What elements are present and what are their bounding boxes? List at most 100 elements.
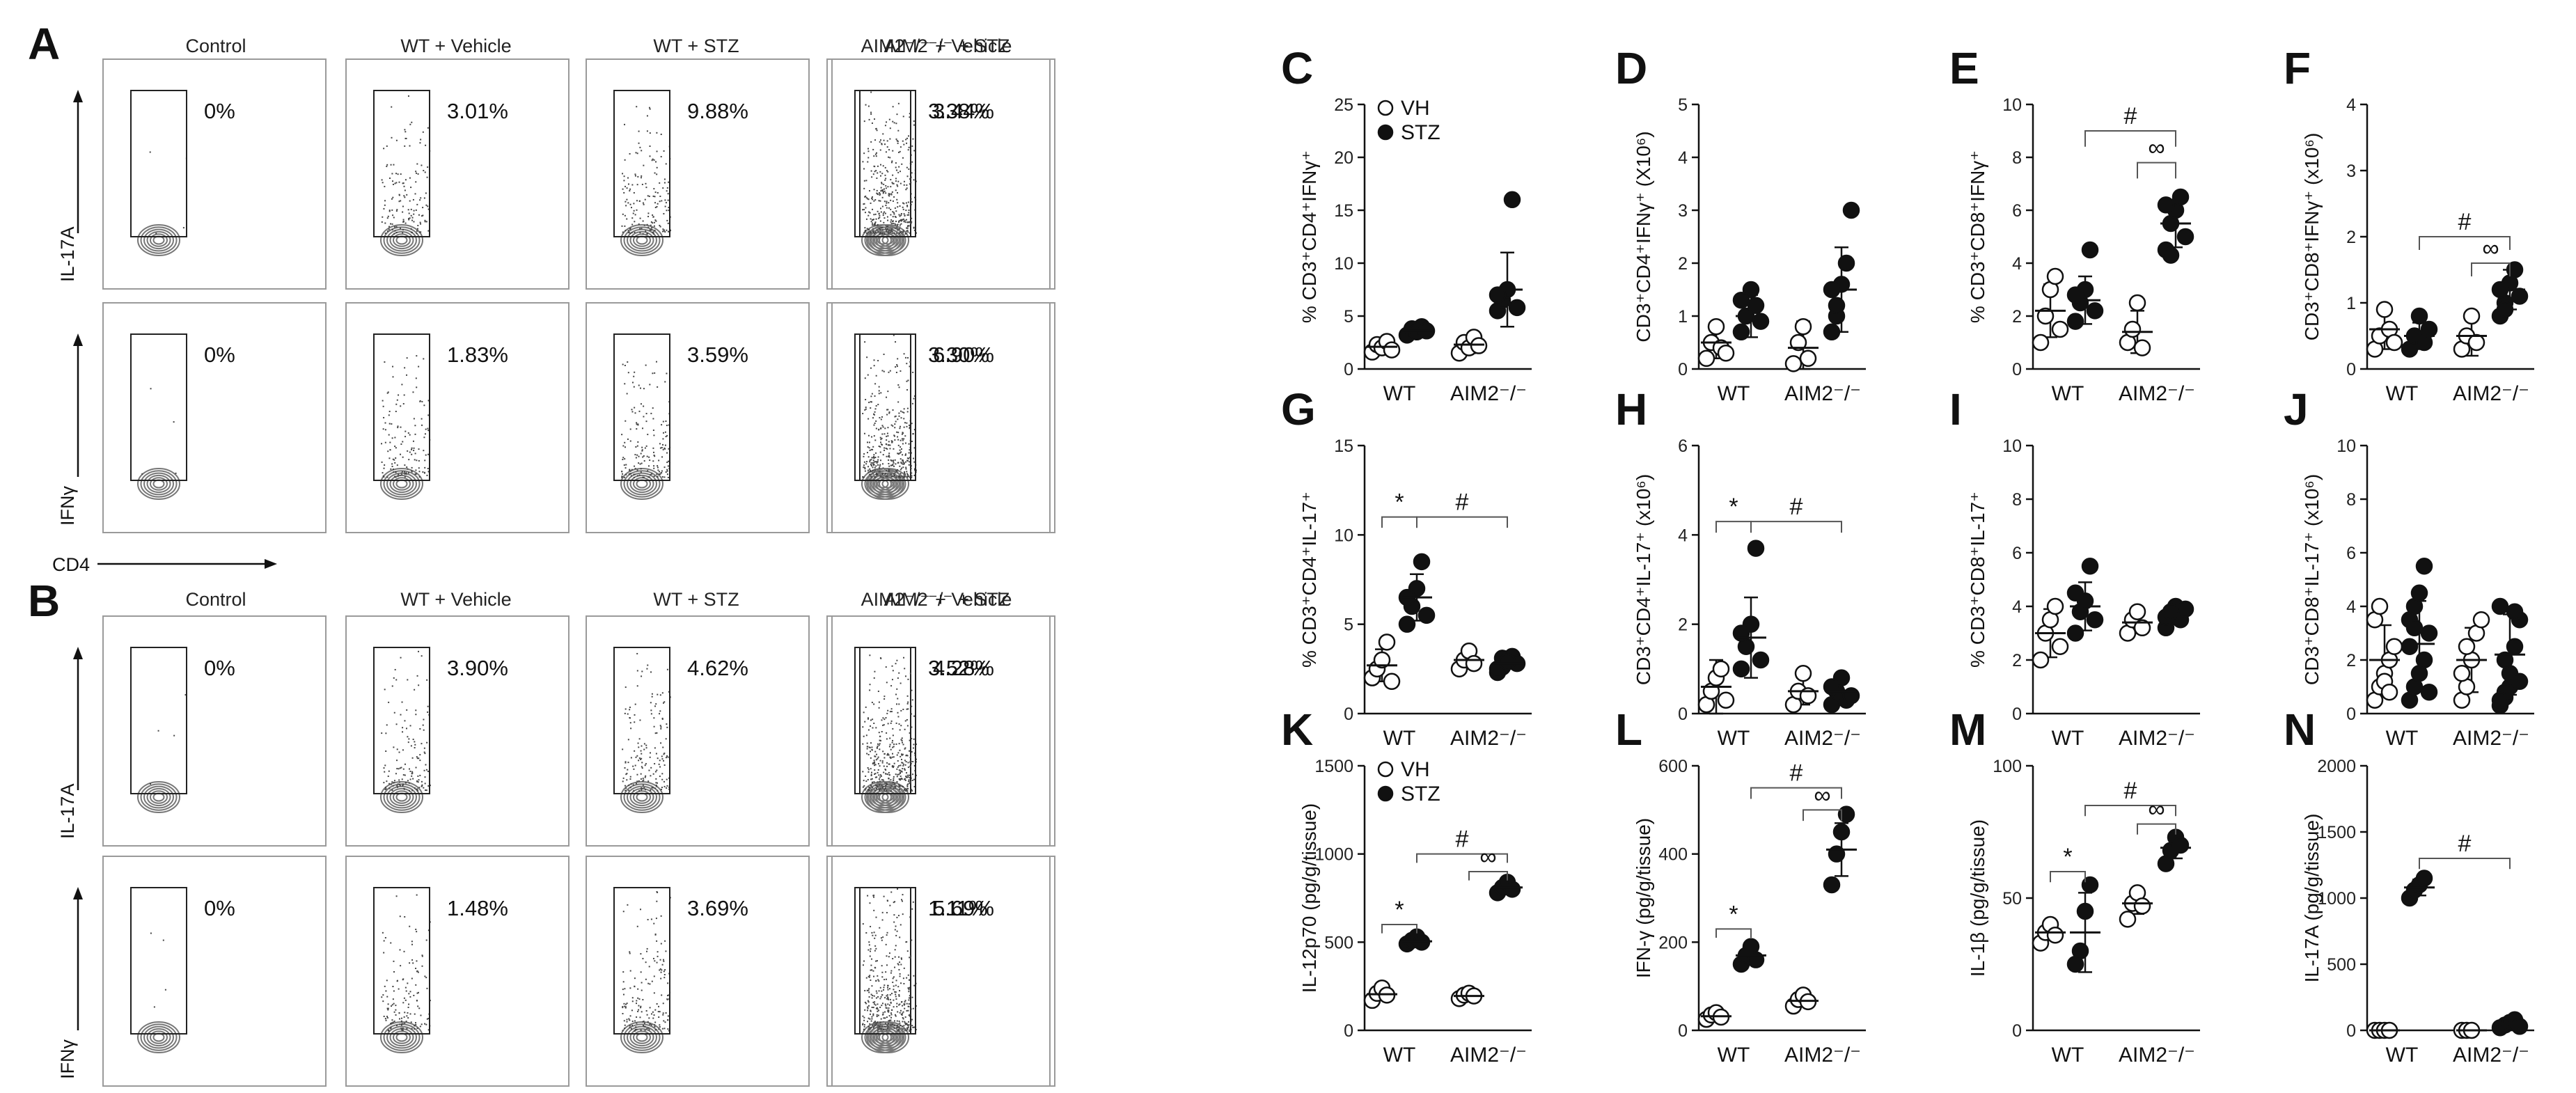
- x-category-label: WT: [2052, 1044, 2084, 1067]
- data-group: [2119, 884, 2153, 928]
- data-point: [1503, 881, 1521, 898]
- data-group: [1450, 984, 1484, 1007]
- flow-y-axis-label: IFNγ: [57, 1039, 78, 1079]
- flow-plot-b-r1-c1: 0%: [102, 615, 327, 847]
- panel-letter-b: B: [28, 576, 60, 626]
- cell-population-cloud: [137, 1021, 180, 1053]
- data-group: [1398, 928, 1432, 953]
- cell-population-cloud: [620, 224, 663, 256]
- significance-label: #: [1456, 826, 1469, 853]
- y-tick-label: 2: [2346, 651, 2356, 670]
- significance-bracket: *: [1715, 494, 1752, 533]
- gate-percentage: 1.48%: [447, 896, 508, 920]
- x-category-label: WT: [1383, 727, 1416, 750]
- data-point: [1742, 281, 1760, 299]
- flow-plot-frame: [102, 615, 327, 847]
- data-group: [1697, 659, 1735, 715]
- data-group: [1363, 979, 1397, 1009]
- chart-panel-k: K 0 500 1000 1500 WT AIM2⁻/⁻ IL-12p70 (pg/g/tis…: [1281, 705, 1532, 1067]
- flow-y-axis-label: IL-17A: [57, 226, 78, 282]
- gate-percentage: 0%: [204, 99, 235, 123]
- data-group: [2066, 876, 2100, 973]
- gate-rectangle: [130, 333, 187, 481]
- y-tick-label: 1000: [2317, 889, 2356, 909]
- y-tick-label: 100: [1993, 757, 2022, 776]
- y-axis-label: IFN-γ (pg/g/tissue): [1633, 818, 1654, 978]
- flow-plot-b-r2-c3: 3.69%: [586, 856, 810, 1087]
- flow-plot-a-r2-c2: 1.83%: [345, 302, 570, 533]
- panel-letter-l: L: [1615, 705, 1642, 755]
- data-group: [1489, 647, 1526, 682]
- data-point: [1417, 606, 1436, 624]
- legend-label: VH: [1401, 758, 1430, 781]
- flow-plot-b-r1-c5: 4.28%: [831, 615, 1055, 847]
- data-group: [1398, 317, 1436, 344]
- data-point: [1470, 337, 1488, 354]
- flow-column-title: Control: [185, 589, 246, 610]
- data-point: [2496, 651, 2514, 669]
- gate-percentage: 3.38%: [928, 99, 989, 123]
- data-group: [2366, 1021, 2400, 1039]
- chart-panel-h: H 0 2 4 6 WT AIM2⁻/⁻ CD3⁺CD4⁺IL-17⁺ (x10⁶) * #: [1615, 384, 1866, 750]
- significance-label: #: [2124, 103, 2137, 129]
- significance-label: ∞: [2482, 235, 2499, 262]
- data-group: [1398, 553, 1436, 633]
- gate-rectangle: [373, 333, 430, 481]
- data-group: [2401, 558, 2438, 709]
- significance-label: *: [1729, 494, 1738, 520]
- x-category-label: WT: [2386, 1044, 2419, 1067]
- data-point: [2420, 320, 2438, 338]
- y-tick-label: 5: [1678, 95, 1688, 115]
- panel-letter-d: D: [1615, 43, 1647, 93]
- y-axis-label: % CD3⁺CD8⁺IL-17⁺: [1967, 492, 1988, 668]
- x-category-label: AIM2⁻/⁻: [1450, 727, 1527, 750]
- gate-percentage: 3.90%: [447, 656, 508, 680]
- flow-event-dots: [381, 894, 431, 1032]
- panel-letter-h: H: [1615, 384, 1647, 434]
- y-axis-label: CD3⁺CD4⁺IFNγ⁺ (X10⁶): [1633, 131, 1654, 342]
- data-point: [2420, 683, 2438, 701]
- gate-percentage: 0%: [204, 896, 235, 920]
- y-axis-label: CD3⁺CD8⁺IL-17⁺ (x10⁶): [2301, 474, 2323, 685]
- significance-bracket: ∞: [2471, 235, 2511, 276]
- data-point: [2506, 638, 2524, 655]
- y-tick-label: 2: [2012, 651, 2022, 670]
- flow-event-dots: [621, 361, 671, 478]
- flow-plot-frame: [831, 302, 1055, 533]
- y-tick-label: 2000: [2317, 757, 2356, 776]
- data-point: [2046, 267, 2064, 285]
- significance-bracket: *: [2050, 844, 2086, 883]
- data-point: [2458, 638, 2476, 655]
- data-group: [1823, 669, 1860, 714]
- y-tick-label: 10: [2002, 95, 2022, 115]
- flow-plot-frame: [345, 856, 570, 1087]
- cell-population-cloud: [137, 468, 180, 500]
- data-group: [2157, 597, 2194, 637]
- significance-label: #: [2458, 831, 2472, 857]
- significance-label: #: [1456, 489, 1469, 516]
- chart-panel-j: J 0 2 4 6 8 10 WT AIM2⁻/⁻ CD3⁺CD8⁺IL-17⁺ (x10⁶): [2284, 384, 2534, 750]
- data-point: [2086, 302, 2104, 320]
- data-point: [1398, 615, 1416, 633]
- legend-marker-vh: [1377, 761, 1394, 778]
- data-point: [1383, 673, 1401, 691]
- y-tick-label: 0: [1344, 360, 1353, 379]
- x-category-label: WT: [1718, 382, 1750, 405]
- data-point: [2176, 228, 2194, 246]
- data-group: [1823, 201, 1860, 341]
- y-tick-label: 600: [1658, 757, 1688, 776]
- data-point: [2415, 558, 2433, 575]
- chart-panel-f: F 0 1 2 3 4 WT AIM2⁻/⁻ CD3⁺CD8⁺IFNγ⁺ (x10⁶) # ∞: [2284, 43, 2534, 405]
- flow-x-axis-label: CD4: [52, 554, 90, 575]
- flow-y-axis-marker: IFNγ: [57, 333, 83, 526]
- y-tick-label: 6: [2012, 201, 2022, 221]
- significance-bracket: ∞: [1468, 844, 1508, 881]
- data-point: [2511, 673, 2529, 691]
- data-point: [1383, 341, 1401, 359]
- data-point: [2066, 624, 2084, 642]
- data-point: [2453, 665, 2471, 682]
- y-tick-label: 1500: [1314, 757, 1353, 776]
- data-group: [1823, 805, 1857, 894]
